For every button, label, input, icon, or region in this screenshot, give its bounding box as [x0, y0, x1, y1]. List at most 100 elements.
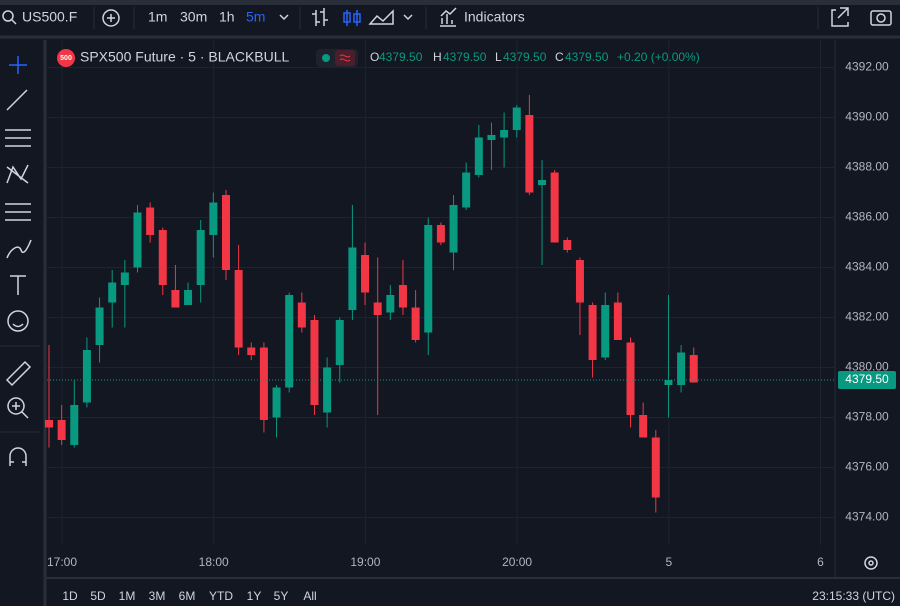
range-button[interactable]: 1D [62, 589, 78, 603]
search-icon[interactable] [2, 10, 14, 22]
data-status [335, 50, 355, 66]
settings-icon-center [868, 560, 874, 566]
trendline-tool[interactable] [6, 89, 28, 111]
candle-body [310, 320, 319, 405]
candle-body [133, 212, 142, 268]
candle-body [626, 342, 635, 415]
range-button[interactable]: 5D [90, 589, 106, 603]
candles-icon[interactable] [343, 12, 351, 23]
y-tick-label: 4384.00 [845, 260, 889, 274]
candle-body [146, 207, 155, 235]
interval[interactable]: 30m [180, 9, 207, 25]
candle-body [285, 295, 294, 388]
x-tick-label: 20:00 [502, 555, 532, 569]
candle-body [563, 240, 572, 250]
interval[interactable]: 1h [219, 9, 235, 25]
candle-body [398, 285, 407, 308]
candle-body [45, 420, 53, 428]
candle-body [613, 302, 622, 340]
compare-plus [107, 14, 115, 22]
badge-text: 500 [60, 55, 72, 62]
range-button[interactable]: All [303, 589, 316, 603]
candle-body [575, 260, 584, 303]
candle-body [297, 302, 306, 328]
top-edge [0, 0, 900, 5]
indicators-button[interactable]: Indicators [464, 9, 525, 25]
ohlc-key: H [433, 50, 442, 64]
symbol[interactable]: US500.F [22, 9, 77, 25]
candle-body [462, 172, 471, 208]
series-title: SPX500 Future · 5 · BLACKBULL [80, 49, 290, 65]
candle-body [500, 130, 509, 138]
top-toolbar: US500.F 1m 30m 1h 5m Indicators [2, 7, 892, 29]
compare-icon[interactable] [102, 9, 120, 27]
candle-body [221, 195, 230, 270]
bottom-bar: 1D 5D 1M 3M 6M YTD 1Y 5Y All 23:15:33 (U… [62, 556, 895, 603]
candle-body [70, 405, 79, 445]
interval-dropdown[interactable] [279, 14, 289, 21]
chart-type-dropdown[interactable] [403, 14, 413, 21]
candle-body [82, 350, 91, 403]
candle-body [272, 387, 281, 418]
ohlc-value: 4379.50 [503, 50, 547, 64]
candle-body [259, 347, 268, 420]
prediction-tool[interactable] [5, 203, 31, 221]
candle-body [386, 295, 395, 313]
settings-icon[interactable] [864, 556, 878, 570]
candle-body [348, 247, 357, 310]
range-button[interactable]: YTD [209, 589, 233, 603]
candle-body [512, 107, 521, 130]
candle-body [689, 355, 698, 383]
candle-body [196, 230, 205, 285]
fullscreen-icon[interactable] [831, 7, 849, 27]
range-button[interactable]: 1Y [247, 589, 262, 603]
range-button[interactable]: 3M [149, 589, 166, 603]
brush-tool[interactable] [6, 239, 32, 259]
last-price-label: 4379.50 [845, 372, 889, 386]
candle-body [424, 225, 433, 333]
range-button[interactable]: 6M [179, 589, 196, 603]
snapshot-lens [876, 13, 886, 23]
fib-tool[interactable] [5, 129, 31, 147]
data-status-icon [339, 54, 351, 62]
candle-body [550, 172, 559, 243]
x-tick-label: 19:00 [350, 555, 380, 569]
ohlc-key: O [370, 50, 379, 64]
y-tick-label: 4374.00 [845, 510, 889, 524]
candle-body [120, 272, 129, 285]
zoom-tool[interactable] [7, 397, 25, 415]
interval[interactable]: 1m [148, 9, 167, 25]
candle-body [677, 352, 686, 385]
ohlc-value: 4379.50 [379, 50, 423, 64]
pattern-tool[interactable] [6, 164, 29, 184]
measure-tool[interactable] [5, 360, 32, 387]
candle-body [639, 415, 648, 438]
y-tick-label: 4376.00 [845, 460, 889, 474]
candle-body [234, 270, 243, 348]
area-icon[interactable] [368, 9, 394, 25]
candle-body [601, 305, 610, 358]
candle-body [108, 282, 117, 303]
candle-body [184, 290, 193, 305]
bars-icon[interactable] [312, 8, 328, 26]
interval-active[interactable]: 5m [246, 9, 265, 25]
candle-body [361, 255, 370, 293]
indicators-icon [440, 7, 457, 27]
y-tick-label: 4380.00 [845, 360, 889, 374]
magnet-tool[interactable] [9, 447, 27, 466]
range-button[interactable]: 5Y [274, 589, 289, 603]
crosshair-tool[interactable] [9, 56, 27, 74]
text-tool[interactable] [10, 275, 26, 295]
snapshot-icon[interactable] [870, 10, 892, 26]
range-button[interactable]: 1M [119, 589, 136, 603]
emoji-tool[interactable] [7, 310, 29, 332]
candles-icon [353, 13, 361, 23]
emoji-smile [12, 323, 24, 328]
plot-area: 4374.00 4376.00 4378.00 4380.00 4382.00 4384.… [45, 40, 896, 569]
y-tick-label: 4390.00 [845, 110, 889, 124]
candle-body [373, 302, 382, 315]
drawing-toolbar [0, 56, 40, 466]
candle-body [411, 307, 420, 340]
